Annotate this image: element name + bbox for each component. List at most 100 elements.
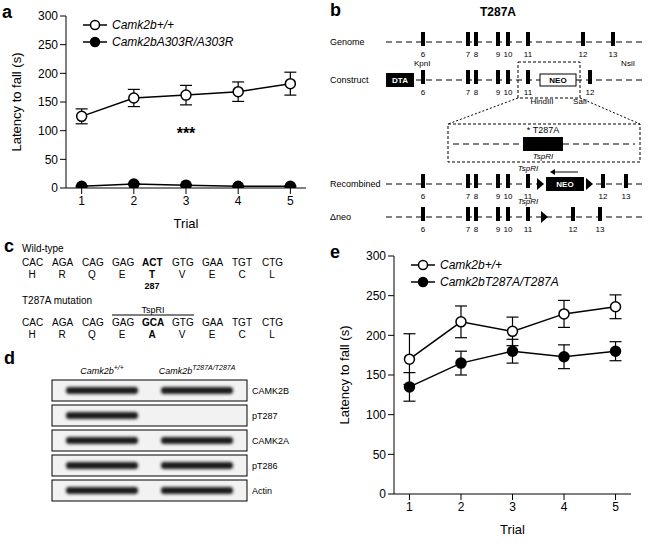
svg-text:11: 11 [524, 225, 533, 234]
svg-text:Actin: Actin [252, 486, 272, 496]
svg-text:T287A mutation: T287A mutation [22, 295, 92, 306]
svg-text:8: 8 [474, 50, 479, 59]
svg-text:pT286: pT286 [252, 461, 278, 471]
svg-text:6: 6 [421, 50, 426, 59]
svg-text:V: V [179, 269, 186, 280]
svg-text:GTG: GTG [172, 317, 194, 328]
svg-text:ACT: ACT [142, 257, 163, 268]
svg-text:7: 7 [466, 225, 471, 234]
svg-text:250: 250 [38, 38, 58, 52]
svg-text:100: 100 [38, 124, 58, 138]
svg-text:C: C [238, 329, 245, 340]
svg-text:5: 5 [612, 500, 619, 514]
svg-text:Trial: Trial [174, 216, 199, 231]
svg-text:Q: Q [88, 269, 96, 280]
svg-text:7: 7 [466, 192, 471, 201]
svg-text:7: 7 [466, 88, 471, 97]
svg-text:200: 200 [366, 329, 386, 343]
svg-text:Recombined: Recombined [330, 179, 381, 189]
svg-text:Trial: Trial [500, 522, 525, 537]
svg-text:Latency to fall (s): Latency to fall (s) [9, 53, 24, 152]
svg-text:Δneo: Δneo [330, 212, 351, 222]
svg-text:TGT: TGT [232, 317, 252, 328]
svg-text:DTA: DTA [392, 76, 408, 85]
svg-text:GAA: GAA [202, 257, 223, 268]
svg-text:V: V [179, 329, 186, 340]
svg-text:E: E [209, 329, 216, 340]
svg-text:Wild-type: Wild-type [22, 243, 64, 254]
svg-text:Camk2b+/+: Camk2b+/+ [80, 364, 124, 376]
svg-text:CAC: CAC [22, 317, 43, 328]
svg-text:1: 1 [406, 500, 413, 514]
svg-text:13: 13 [622, 192, 631, 201]
svg-text:12: 12 [579, 50, 588, 59]
svg-text:Construct: Construct [330, 75, 369, 85]
svg-text:1: 1 [78, 194, 85, 208]
svg-text:T287A: T287A [480, 5, 516, 19]
svg-text:CTG: CTG [262, 257, 283, 268]
svg-text:CAC: CAC [22, 257, 43, 268]
svg-text:KpnI: KpnI [414, 59, 430, 68]
svg-text:GAG: GAG [112, 317, 134, 328]
svg-text:GAG: GAG [112, 257, 134, 268]
svg-text:A: A [148, 329, 155, 340]
svg-text:50: 50 [373, 448, 387, 462]
svg-text:R: R [58, 329, 65, 340]
svg-text:11: 11 [524, 50, 533, 59]
svg-text:CAG: CAG [82, 317, 104, 328]
svg-text:H: H [28, 269, 35, 280]
svg-text:b: b [330, 2, 341, 20]
svg-text:R: R [58, 269, 65, 280]
svg-text:GAA: GAA [202, 317, 223, 328]
svg-text:CTG: CTG [262, 317, 283, 328]
svg-text:6: 6 [421, 192, 426, 201]
svg-text:150: 150 [366, 368, 386, 382]
svg-text:10: 10 [504, 50, 513, 59]
svg-text:4: 4 [235, 194, 242, 208]
svg-text:9: 9 [496, 50, 501, 59]
svg-text:8: 8 [474, 192, 479, 201]
svg-text:CAG: CAG [82, 257, 104, 268]
svg-text:0: 0 [379, 487, 386, 501]
svg-text:L: L [269, 329, 275, 340]
svg-text:pT287: pT287 [252, 411, 278, 421]
svg-text:GTG: GTG [172, 257, 194, 268]
svg-text:H: H [28, 329, 35, 340]
svg-text:287: 287 [144, 281, 159, 291]
svg-text:AGA: AGA [52, 317, 73, 328]
svg-text:TspRI: TspRI [533, 152, 554, 161]
svg-text:E: E [119, 329, 126, 340]
svg-text:E: E [119, 269, 126, 280]
svg-text:6: 6 [421, 225, 426, 234]
svg-text:CAMK2A: CAMK2A [252, 436, 289, 446]
svg-text:100: 100 [366, 408, 386, 422]
svg-text:11: 11 [524, 88, 533, 97]
svg-text:TspRI: TspRI [141, 305, 164, 315]
svg-text:* T287A: * T287A [527, 125, 559, 135]
svg-text:AGA: AGA [52, 257, 73, 268]
svg-text:9: 9 [496, 192, 501, 201]
svg-text:0: 0 [51, 181, 58, 195]
svg-text:10: 10 [504, 225, 513, 234]
svg-text:300: 300 [38, 9, 58, 23]
svg-text:***: *** [177, 125, 196, 142]
svg-text:7: 7 [466, 50, 471, 59]
svg-text:Q: Q [88, 329, 96, 340]
svg-text:9: 9 [496, 88, 501, 97]
svg-text:200: 200 [38, 67, 58, 81]
svg-text:3: 3 [183, 194, 190, 208]
svg-text:Latency to fall (s): Latency to fall (s) [337, 326, 352, 425]
svg-text:c: c [8, 238, 14, 256]
svg-text:TGT: TGT [232, 257, 252, 268]
svg-text:GCA: GCA [142, 317, 164, 328]
svg-text:10: 10 [504, 88, 513, 97]
svg-text:NEO: NEO [556, 180, 573, 189]
svg-text:NsiI: NsiI [621, 59, 635, 68]
svg-text:300: 300 [366, 249, 386, 263]
svg-text:150: 150 [38, 95, 58, 109]
svg-text:13: 13 [596, 225, 605, 234]
svg-text:Genome: Genome [330, 37, 365, 47]
svg-text:TspRI: TspRI [518, 164, 539, 173]
svg-text:9: 9 [496, 225, 501, 234]
svg-text:3: 3 [509, 500, 516, 514]
